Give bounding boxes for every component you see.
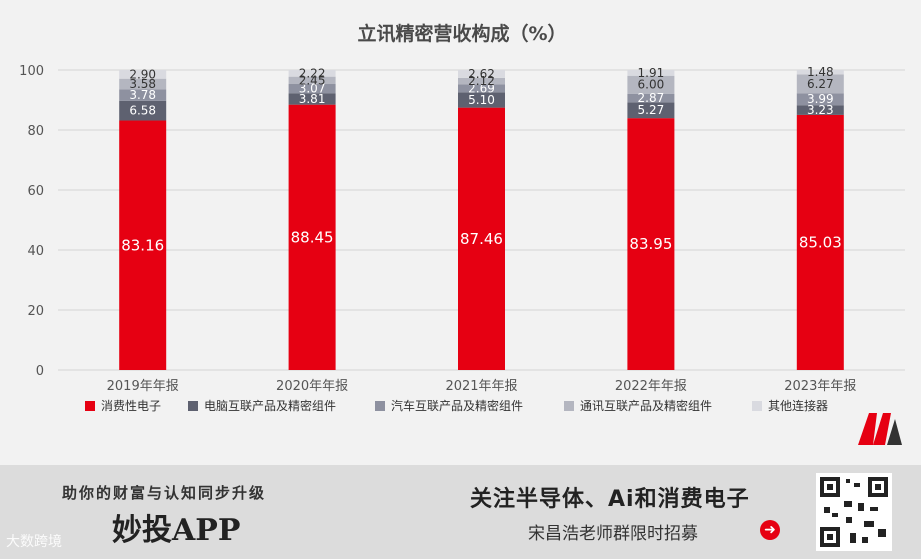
bar-segment [458, 92, 505, 108]
x-axis-labels: 2019年年报 2020年年报 2021年年报 2022年年报 2023年年报 [107, 379, 857, 394]
data-label: 83.95 [629, 235, 672, 253]
x-tick-label: 2022年年报 [615, 379, 687, 394]
bar-segment [458, 107, 505, 371]
bar-segment [458, 84, 505, 93]
bar-segment [288, 104, 336, 371]
bar-segment [119, 89, 167, 101]
legend-swatch [564, 401, 574, 411]
legend-swatch [188, 401, 198, 411]
legend-swatch [85, 401, 95, 411]
data-label: 3.07 [299, 82, 326, 96]
legend-entry: 汽车互联产品及精密组件 [391, 398, 523, 413]
bar-segment [627, 70, 675, 76]
data-labels: 83.166.583.783.582.9088.453.813.072.452.… [121, 65, 842, 254]
x-tick-label: 2020年年报 [276, 379, 348, 394]
legend: 消费性电子 电脑互联产品及精密组件 汽车互联产品及精密组件 通讯互联产品及精密组件 其他… [85, 398, 828, 413]
x-tick-label: 2023年年报 [784, 379, 856, 394]
data-label: 2.62 [468, 67, 495, 81]
bar-segment [119, 78, 167, 90]
data-label: 2.69 [468, 81, 495, 95]
promo-subline: 宋昌浩老师群限时招募 [528, 524, 698, 544]
data-label: 1.48 [807, 65, 834, 79]
y-tick-label: 60 [27, 184, 44, 199]
y-tick-label: 80 [27, 124, 44, 139]
bar-segment [119, 120, 167, 371]
bar-segment [288, 76, 336, 85]
data-label: 2.22 [299, 66, 326, 80]
chart-title: 立讯精密营收构成（%） [357, 22, 566, 45]
bar-segment [627, 118, 675, 371]
data-label: 5.10 [468, 93, 495, 107]
bar-segment [796, 114, 844, 370]
arrow-right-icon[interactable]: ➜ [760, 520, 780, 540]
data-label: 87.46 [460, 230, 503, 248]
data-label: 3.23 [807, 103, 834, 117]
y-tick-label: 20 [27, 304, 44, 319]
y-tick-label: 100 [19, 64, 44, 79]
bar-segment [288, 70, 336, 77]
bar-segment [796, 93, 844, 106]
data-label: 3.99 [807, 92, 834, 106]
legend-entry: 消费性电子 [101, 399, 161, 413]
bar-segment [627, 75, 675, 94]
data-label: 83.16 [121, 236, 164, 254]
bar-segment [288, 84, 336, 94]
footer-slogan: 助你的财富与认知同步升级 [62, 484, 267, 502]
promo-headline: 关注半导体、Ai和消费电子 [470, 487, 750, 512]
data-label: 88.45 [291, 228, 334, 246]
bar-segment [288, 93, 336, 105]
legend-entry: 其他连接器 [768, 398, 828, 413]
promo-footer: 助你的财富与认知同步升级 妙投APP 大数跨境 关注半导体、Ai和消费电子 宋昌… [0, 465, 921, 559]
legend-swatch [375, 401, 385, 411]
bar-segment [627, 93, 675, 103]
bar-segment [458, 70, 505, 78]
data-label: 6.00 [638, 78, 665, 92]
y-axis-ticks: 0 20 40 60 80 100 [19, 64, 44, 379]
bar-segment [796, 105, 844, 115]
data-label: 2.12 [468, 74, 495, 88]
bar-segment [119, 70, 167, 79]
data-label: 6.27 [807, 77, 834, 91]
y-tick-label: 0 [36, 364, 44, 379]
data-label: 2.87 [638, 91, 665, 105]
app-name: 妙投APP [112, 513, 241, 548]
bars [119, 70, 844, 371]
x-tick-label: 2019年年报 [107, 379, 179, 394]
bar-segment [458, 77, 505, 85]
data-label: 1.91 [638, 66, 665, 80]
data-label: 3.81 [299, 92, 326, 106]
legend-entry: 通讯互联产品及精密组件 [580, 398, 712, 413]
legend-swatch [752, 401, 762, 411]
data-label: 5.27 [638, 103, 665, 117]
legend-entry: 电脑互联产品及精密组件 [204, 398, 336, 413]
y-tick-label: 40 [27, 244, 44, 259]
brand-logo-icon [858, 413, 902, 445]
qr-code-icon[interactable] [816, 473, 892, 551]
bar-segment [119, 100, 167, 121]
chart-area: 立讯精密营收构成（%） 0 20 40 60 80 100 83.16 6.58 3.78 3.… [0, 0, 921, 465]
bar-segment [796, 70, 844, 75]
watermark-text: 大数跨境 [6, 534, 62, 550]
data-label: 3.58 [129, 77, 156, 91]
data-label: 3.78 [129, 88, 156, 102]
data-label: 85.03 [799, 233, 842, 251]
x-tick-label: 2021年年报 [445, 379, 517, 394]
bar-segment [796, 74, 844, 94]
data-label: 6.58 [129, 104, 156, 118]
bar-segment [627, 102, 675, 119]
data-label: 2.90 [129, 67, 156, 81]
data-label: 2.45 [299, 73, 326, 87]
